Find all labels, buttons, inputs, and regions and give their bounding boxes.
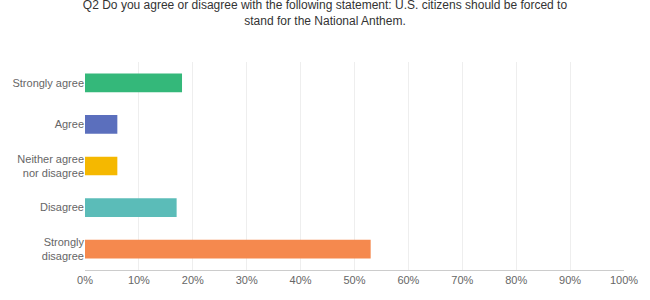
svg-text:100%: 100%: [610, 274, 638, 286]
svg-text:0%: 0%: [77, 274, 93, 286]
svg-text:70%: 70%: [451, 274, 473, 286]
svg-text:90%: 90%: [559, 274, 581, 286]
svg-text:40%: 40%: [290, 274, 312, 286]
svg-text:80%: 80%: [505, 274, 527, 286]
svg-text:Strongly agree: Strongly agree: [12, 77, 84, 89]
svg-text:Stronglydisagree: Stronglydisagree: [42, 236, 85, 262]
svg-text:30%: 30%: [236, 274, 258, 286]
svg-text:Disagree: Disagree: [40, 201, 84, 213]
svg-text:50%: 50%: [343, 274, 365, 286]
svg-text:Agree: Agree: [55, 118, 84, 130]
svg-text:10%: 10%: [128, 274, 150, 286]
svg-text:20%: 20%: [182, 274, 204, 286]
svg-text:60%: 60%: [397, 274, 419, 286]
svg-text:Q2 Do you agree or disagree wi: Q2 Do you agree or disagree with the fol…: [83, 0, 568, 28]
svg-text:Neither agreenor disagree: Neither agreenor disagree: [17, 153, 84, 179]
